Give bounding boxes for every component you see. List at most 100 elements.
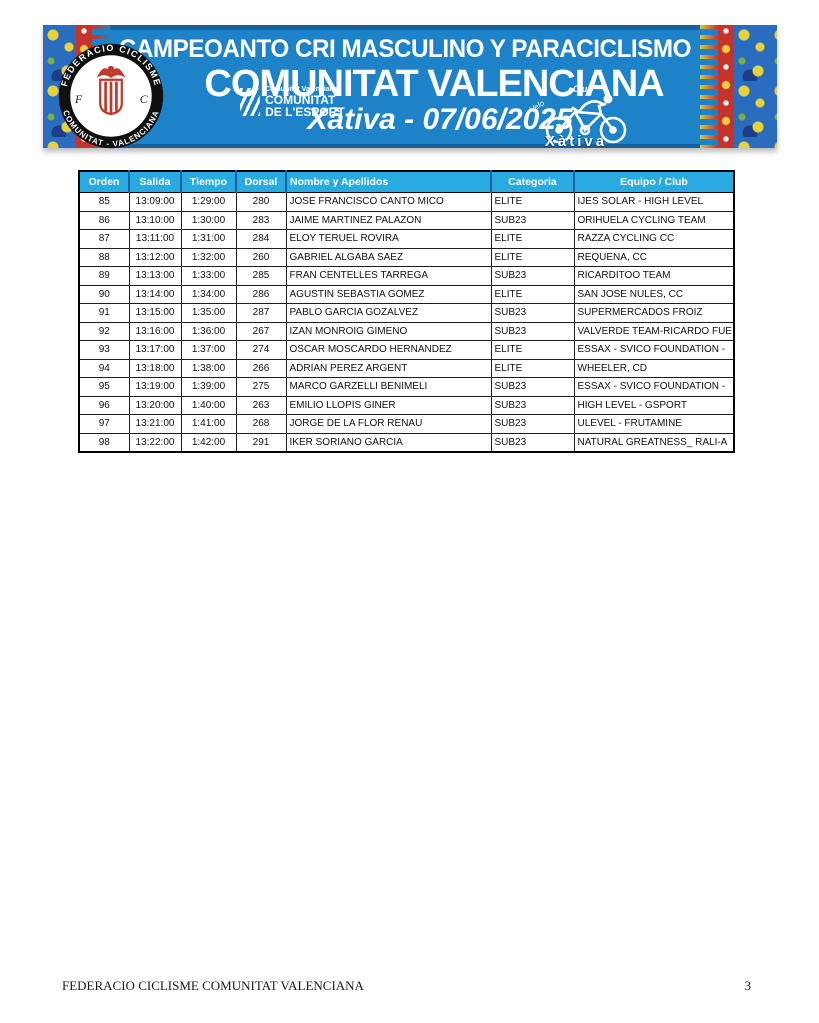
cell-dorsal: 263	[235, 395, 287, 415]
cell-nombre: GABRIEL ALGABA SAEZ	[285, 247, 492, 267]
cell-categoria: SUB23	[490, 321, 575, 341]
column-header-dorsal: Dorsal	[235, 170, 287, 193]
cell-orden: 91	[78, 303, 130, 323]
cell-categoria: SUB23	[490, 395, 575, 415]
cell-nombre: JOSE FRANCISCO CANTO MICO	[285, 192, 492, 212]
cell-categoria: SUB23	[490, 266, 575, 286]
cell-equipo: VALVERDE TEAM-RICARDO FUE	[573, 321, 735, 341]
cell-tiempo: 1:35:00	[180, 303, 237, 323]
cell-equipo: SAN JOSE NULES, CC	[573, 284, 735, 304]
club-logo-name: Xàtiva	[544, 133, 608, 150]
cell-equipo: ULEVEL - FRUTAMINE	[573, 414, 735, 434]
cell-nombre: ADRIAN PEREZ ARGENT	[285, 358, 492, 378]
page-footer: FEDERACIO CICLISME COMUNITAT VALENCIANA …	[62, 978, 751, 994]
cell-tiempo: 1:42:00	[180, 432, 237, 453]
cell-nombre: JAIME MARTINEZ PALAZON	[285, 210, 492, 230]
cell-orden: 94	[78, 358, 130, 378]
cell-dorsal: 260	[235, 247, 287, 267]
cell-equipo: HIGH LEVEL - GSPORT	[573, 395, 735, 415]
cell-equipo: RICARDITOO TEAM	[573, 266, 735, 286]
esport-logo-line1: COMUNITAT	[265, 93, 336, 107]
cell-dorsal: 280	[235, 192, 287, 212]
table-row: 88 13:12:00 1:32:00 260 GABRIEL ALGABA SAEZ E…	[78, 247, 735, 267]
cell-equipo: SUPERMERCADOS FROIZ	[573, 303, 735, 323]
cell-orden: 88	[78, 247, 130, 267]
cell-nombre: IKER SORIANO GARCIA	[285, 432, 492, 453]
table-row: 98 13:22:00 1:42:00 291 IKER SORIANO GARCIA S…	[78, 432, 735, 453]
cell-tiempo: 1:33:00	[180, 266, 237, 286]
esport-logo-small-text: Comunitat Valenciana	[265, 86, 338, 93]
cell-categoria: SUB23	[490, 303, 575, 323]
cell-orden: 95	[78, 377, 130, 397]
cell-orden: 93	[78, 340, 130, 360]
cell-nombre: OSCAR MOSCARDO HERNANDEZ	[285, 340, 492, 360]
cell-tiempo: 1:36:00	[180, 321, 237, 341]
cell-equipo: WHEELER, CD	[573, 358, 735, 378]
cell-dorsal: 291	[235, 432, 287, 453]
cell-salida: 13:12:00	[128, 247, 182, 267]
cell-tiempo: 1:40:00	[180, 395, 237, 415]
cell-equipo: ESSAX - SVICO FOUNDATION -	[573, 340, 735, 360]
cell-equipo: RAZZA CYCLING CC	[573, 229, 735, 249]
cell-categoria: SUB23	[490, 432, 575, 453]
table-row: 94 13:18:00 1:38:00 266 ADRIAN PEREZ ARGENT E…	[78, 358, 735, 378]
table-row: 97 13:21:00 1:41:00 268 JORGE DE LA FLOR REN…	[78, 414, 735, 434]
cell-dorsal: 275	[235, 377, 287, 397]
cell-nombre: ELOY TERUEL ROVIRA	[285, 229, 492, 249]
cell-equipo: ESSAX - SVICO FOUNDATION -	[573, 377, 735, 397]
federation-logo-letter-f: F	[74, 93, 83, 106]
federation-logo: FEDERACIO CICLISME COMUNITAT - VALENCIAN…	[57, 42, 165, 150]
cell-categoria: ELITE	[490, 284, 575, 304]
column-header-tiempo: Tiempo	[180, 170, 237, 193]
table-row: 96 13:20:00 1:40:00 263 EMILIO LLOPIS GINER S…	[78, 395, 735, 415]
event-location-date: Xàtiva - 07/06/2025	[307, 103, 573, 136]
cell-categoria: ELITE	[490, 340, 575, 360]
ornament-stripe-right	[718, 25, 735, 148]
cell-salida: 13:14:00	[128, 284, 182, 304]
table-row: 93 13:17:00 1:37:00 274 OSCAR MOSCARDO HERNA…	[78, 340, 735, 360]
cell-dorsal: 286	[235, 284, 287, 304]
club-logo-word-top: Club	[572, 84, 593, 94]
cell-orden: 89	[78, 266, 130, 286]
cell-equipo: NATURAL GREATNESS_ RALI-A	[573, 432, 735, 453]
table-row: 87 13:11:00 1:31:00 284 ELOY TERUEL ROVIRA EL…	[78, 229, 735, 249]
cell-tiempo: 1:31:00	[180, 229, 237, 249]
column-header-orden: Orden	[78, 170, 130, 193]
table-row: 91 13:15:00 1:35:00 287 PABLO GARCIA GOZALVE…	[78, 303, 735, 323]
valencia-emblem-icon	[96, 65, 126, 116]
cell-categoria: ELITE	[490, 229, 575, 249]
cell-salida: 13:10:00	[128, 210, 182, 230]
cell-dorsal: 274	[235, 340, 287, 360]
cell-salida: 13:15:00	[128, 303, 182, 323]
cell-dorsal: 284	[235, 229, 287, 249]
column-header-nombre: Nombre y Apellidos	[285, 170, 492, 193]
cell-tiempo: 1:39:00	[180, 377, 237, 397]
table-row: 86 13:10:00 1:30:00 283 JAIME MARTINEZ PALAZ…	[78, 210, 735, 230]
table-row: 90 13:14:00 1:34:00 286 AGUSTIN SEBASTIA GOM…	[78, 284, 735, 304]
cell-orden: 92	[78, 321, 130, 341]
cell-tiempo: 1:30:00	[180, 210, 237, 230]
floral-border-right-decoration	[734, 25, 778, 148]
cell-nombre: AGUSTIN SEBASTIA GOMEZ	[285, 284, 492, 304]
cell-nombre: EMILIO LLOPIS GINER	[285, 395, 492, 415]
cell-salida: 13:20:00	[128, 395, 182, 415]
comunitat-esport-logo: Comunitat Valenciana COMUNITAT DE L'ESPO…	[240, 86, 345, 118]
cyclist-icon	[545, 94, 627, 144]
event-title-line1: CAMPEOANTO CRI MASCULINO Y PARACICLISMO	[118, 35, 692, 63]
table-header-row: Orden Salida Tiempo Dorsal Nombre y Apellido…	[78, 170, 735, 193]
start-list-table: Orden Salida Tiempo Dorsal Nombre y Apellido…	[78, 170, 735, 453]
cell-salida: 13:11:00	[128, 229, 182, 249]
table-row: 89 13:13:00 1:33:00 285 FRAN CENTELLES TARRE…	[78, 266, 735, 286]
esport-logo-line2: DE L'ESPORT	[265, 105, 345, 119]
cell-equipo: IJES SOLAR - HIGH LEVEL	[573, 192, 735, 212]
cell-categoria: SUB23	[490, 377, 575, 397]
cell-orden: 85	[78, 192, 130, 212]
cell-salida: 13:19:00	[128, 377, 182, 397]
cell-salida: 13:13:00	[128, 266, 182, 286]
cell-tiempo: 1:34:00	[180, 284, 237, 304]
cell-equipo: REQUENA, CC	[573, 247, 735, 267]
cell-tiempo: 1:37:00	[180, 340, 237, 360]
cell-nombre: PABLO GARCIA GOZALVEZ	[285, 303, 492, 323]
cell-orden: 98	[78, 432, 130, 453]
cell-orden: 97	[78, 414, 130, 434]
